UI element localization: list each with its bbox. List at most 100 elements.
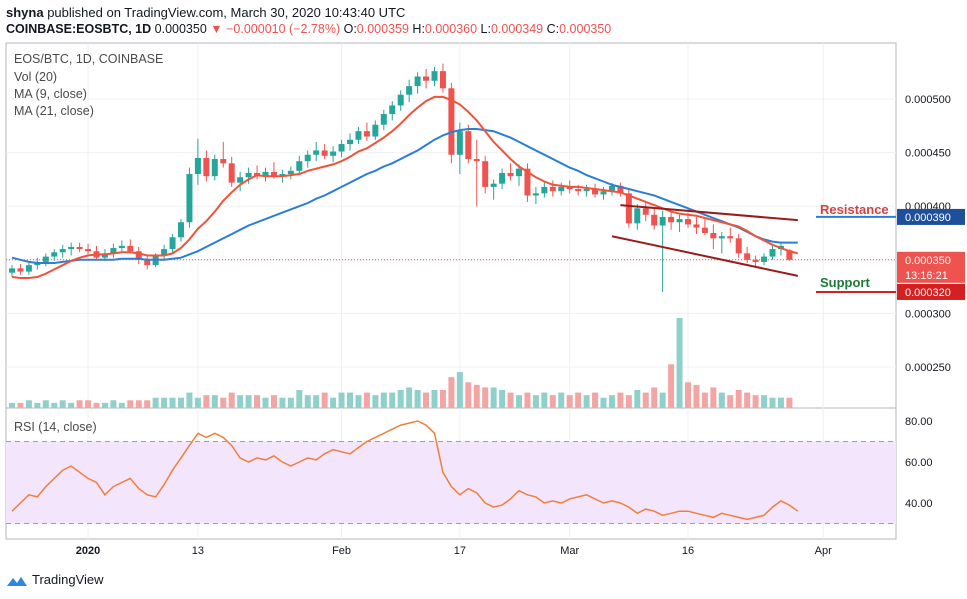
volume-bar — [68, 402, 75, 408]
candle-body — [355, 131, 362, 140]
volume-bar — [549, 395, 556, 408]
volume-bar — [414, 390, 421, 408]
candle-body — [397, 94, 404, 106]
volume-bars — [9, 318, 793, 408]
candle-body — [161, 249, 168, 256]
candle-body — [194, 157, 201, 175]
candle-body — [634, 208, 641, 224]
candle-body — [228, 163, 235, 183]
candle-body — [651, 214, 658, 226]
footer-brand[interactable]: TradingView — [6, 572, 104, 588]
volume-bar — [254, 395, 261, 408]
volume-bar — [634, 390, 641, 408]
volume-bar — [617, 392, 624, 408]
symbol-label: COINBASE:EOSBTC, 1D — [6, 22, 152, 36]
candle-body — [676, 219, 683, 223]
volume-bar — [769, 397, 776, 408]
volume-bar — [228, 392, 235, 408]
footer-brand-text: TradingView — [32, 572, 104, 587]
candle-body — [363, 131, 370, 137]
candle-body — [617, 185, 624, 194]
candle-body — [566, 186, 573, 190]
price-tags: 0.000390 0.000350 13:16:21 0.000320 — [897, 208, 965, 300]
volume-bar — [524, 392, 531, 408]
volume-bar — [456, 372, 463, 408]
volume-bar — [752, 395, 759, 408]
low-value: 0.000349 — [490, 22, 544, 36]
candle-body — [600, 191, 607, 195]
support-label: Support — [820, 275, 870, 290]
volume-bar — [363, 392, 370, 408]
candle-body — [144, 259, 151, 266]
candle-body — [262, 171, 269, 177]
candle-body — [516, 168, 522, 177]
price-tick-label: 0.000500 — [905, 94, 951, 106]
time-tick-label: 17 — [454, 545, 466, 557]
price-tag-box — [897, 283, 965, 300]
candle-body — [330, 151, 337, 156]
volume-bar — [651, 387, 658, 408]
volume-bar — [372, 395, 379, 408]
candle-body — [575, 189, 582, 192]
candle-body — [380, 114, 387, 125]
candle-body — [744, 253, 751, 260]
volume-bar — [397, 390, 404, 408]
candle-body — [423, 76, 430, 81]
publisher-name: shyna — [6, 5, 44, 20]
candle-body — [625, 193, 632, 224]
volume-bar — [465, 382, 472, 408]
volume-bar — [693, 384, 700, 408]
candle-body — [135, 251, 142, 260]
candle-body — [270, 171, 277, 177]
candle-body — [465, 131, 472, 160]
candle-body — [85, 249, 92, 252]
publish-info: published on TradingView.com, March 30, … — [47, 5, 406, 20]
candle-body — [456, 131, 463, 155]
volume-bar — [135, 400, 142, 408]
candle-body — [668, 216, 675, 223]
volume-bar — [144, 400, 151, 408]
tradingview-logo-icon — [7, 576, 27, 586]
volume-bar — [9, 402, 15, 408]
candle-body — [186, 174, 193, 223]
volume-bar — [186, 392, 193, 408]
price-tag-box — [897, 208, 965, 225]
rsi-pane — [6, 420, 896, 524]
close-label: C: — [546, 22, 560, 36]
volume-bar — [423, 392, 430, 408]
candle-body — [473, 159, 480, 162]
volume-bar — [583, 395, 590, 408]
candle-body — [642, 208, 649, 215]
candle-body — [490, 183, 497, 187]
time-tick-label: Mar — [560, 545, 579, 557]
volume-bar — [735, 390, 742, 408]
volume-bar — [786, 397, 793, 408]
volume-bar — [676, 318, 683, 408]
high-label: H: — [412, 22, 425, 36]
candle-body — [761, 256, 768, 262]
volume-bar — [355, 395, 362, 408]
volume-bar — [608, 395, 615, 408]
candle-body — [169, 237, 176, 250]
volume-bar — [152, 397, 159, 408]
volume-bar — [270, 395, 277, 408]
candle-body — [499, 172, 506, 184]
volume-bar — [34, 402, 41, 408]
candle-body — [414, 76, 421, 87]
candle-body — [718, 236, 725, 239]
volume-bar — [439, 390, 446, 408]
price-tag-label: 13:16:21 — [905, 270, 948, 282]
volume-bar — [85, 400, 92, 408]
volume-bar — [380, 392, 387, 408]
resistance-label: Resistance — [820, 202, 889, 217]
volume-bar — [178, 397, 184, 408]
volume-bar — [389, 392, 396, 408]
candle-body — [735, 238, 742, 254]
volume-bar — [600, 397, 607, 408]
candle-body — [76, 246, 83, 250]
candle-body — [608, 185, 615, 192]
volume-bar — [558, 392, 565, 408]
candle-body — [752, 259, 759, 262]
volume-bar — [592, 392, 599, 408]
